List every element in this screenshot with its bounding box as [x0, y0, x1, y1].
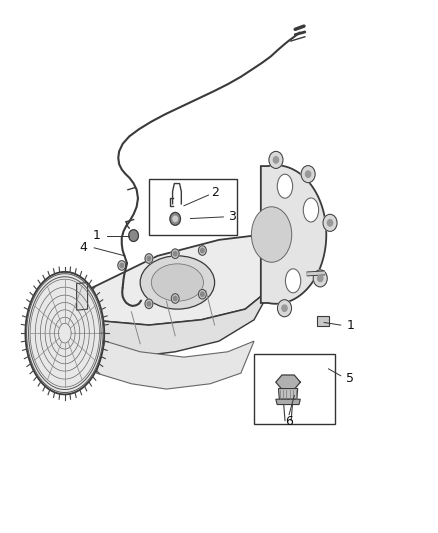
- Circle shape: [198, 246, 206, 255]
- Circle shape: [147, 256, 151, 261]
- Circle shape: [318, 275, 323, 281]
- Text: 1: 1: [346, 319, 354, 332]
- Text: 3: 3: [228, 211, 236, 223]
- Circle shape: [171, 249, 179, 259]
- Circle shape: [313, 270, 327, 287]
- Polygon shape: [79, 288, 272, 357]
- Ellipse shape: [277, 174, 293, 198]
- Circle shape: [129, 230, 138, 241]
- Polygon shape: [261, 165, 326, 304]
- Circle shape: [201, 248, 204, 253]
- Circle shape: [201, 292, 204, 296]
- Circle shape: [120, 263, 124, 268]
- Text: 4: 4: [79, 241, 87, 254]
- Circle shape: [173, 296, 177, 301]
- Circle shape: [282, 305, 287, 311]
- Circle shape: [145, 254, 153, 263]
- Bar: [149, 179, 237, 235]
- Circle shape: [327, 220, 332, 226]
- Circle shape: [118, 261, 126, 270]
- Circle shape: [170, 213, 180, 225]
- Bar: [254, 354, 335, 424]
- Text: 5: 5: [346, 372, 354, 385]
- Ellipse shape: [140, 256, 215, 309]
- Bar: [317, 316, 329, 326]
- Circle shape: [145, 299, 153, 309]
- Circle shape: [273, 157, 279, 163]
- Circle shape: [171, 294, 179, 303]
- Ellipse shape: [303, 198, 318, 222]
- Circle shape: [278, 300, 292, 317]
- Circle shape: [198, 289, 206, 299]
- Ellipse shape: [251, 207, 292, 262]
- Ellipse shape: [152, 264, 203, 301]
- Polygon shape: [96, 341, 254, 389]
- Circle shape: [301, 166, 315, 183]
- Text: 6: 6: [285, 415, 293, 427]
- Circle shape: [173, 216, 177, 222]
- Text: 2: 2: [211, 187, 219, 199]
- Circle shape: [305, 171, 311, 177]
- Ellipse shape: [286, 269, 301, 293]
- Circle shape: [147, 302, 151, 306]
- Circle shape: [323, 214, 337, 231]
- Polygon shape: [276, 375, 300, 389]
- Polygon shape: [77, 282, 88, 310]
- Text: 1: 1: [92, 229, 100, 242]
- Polygon shape: [279, 389, 298, 399]
- Circle shape: [173, 252, 177, 256]
- Circle shape: [269, 151, 283, 168]
- Polygon shape: [25, 272, 104, 394]
- Polygon shape: [57, 235, 280, 325]
- Polygon shape: [276, 399, 300, 405]
